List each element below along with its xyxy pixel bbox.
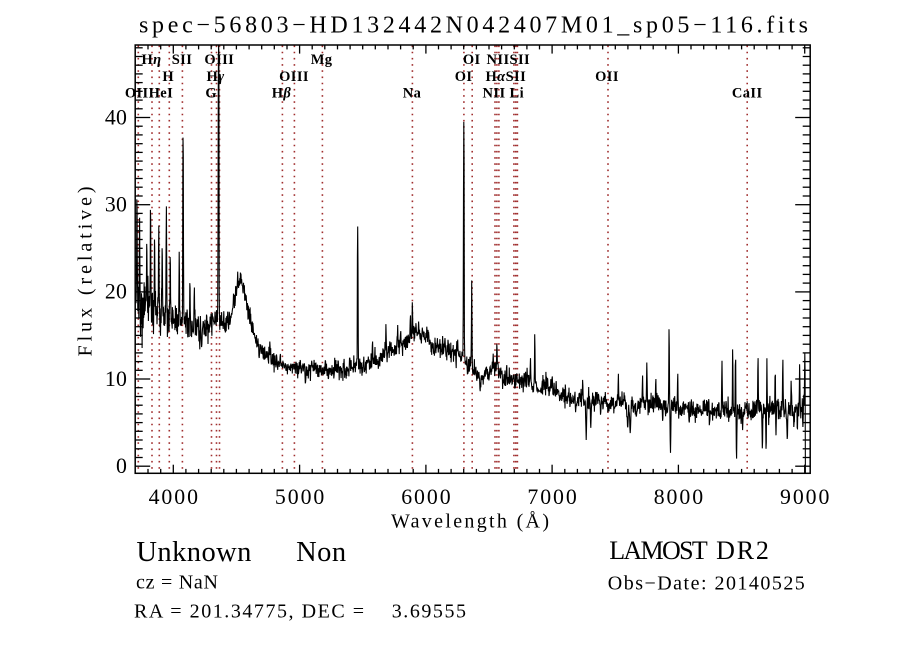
svg-text:LAMOST: LAMOST [609,536,708,565]
svg-text:OII: OII [595,69,619,85]
svg-text:Na: Na [403,86,422,102]
svg-text:NII Li: NII Li [483,86,524,102]
svg-text:7000: 7000 [527,485,576,509]
svg-text:20: 20 [105,280,127,304]
svg-text:Hγ: Hγ [206,69,225,85]
svg-text:RA = 201.34775, DEC = 3.695: RA = 201.34775, DEC = 3.69555 [134,600,466,622]
svg-text:OI: OI [455,69,473,85]
svg-text:40: 40 [105,105,127,129]
svg-text:4000: 4000 [149,485,198,509]
svg-text:8000: 8000 [654,485,703,509]
svg-text:OIII: OIII [279,69,309,85]
svg-text:SII: SII [172,52,193,68]
svg-text:OI: OI [463,52,481,68]
svg-text:G: G [205,86,217,102]
svg-text:OIIHeI: OIIHeI [125,86,173,102]
svg-text:Obs−Date: 20140525: Obs−Date: 20140525 [608,573,805,595]
svg-text:Unknown: Unknown [136,537,251,568]
svg-text:6000: 6000 [401,485,450,509]
svg-text:10: 10 [105,367,127,391]
svg-text:OIII: OIII [204,52,234,68]
svg-text:Flux (relative): Flux (relative) [75,186,97,356]
svg-text:H: H [162,69,174,85]
svg-text:Hβ: Hβ [272,86,292,102]
svg-text:30: 30 [105,193,127,217]
svg-text:Non: Non [296,537,346,568]
svg-text:Mg: Mg [311,52,333,68]
svg-text:DR2: DR2 [716,536,769,565]
svg-text:NIISII: NIISII [487,52,531,68]
svg-text:Wavelength (Å): Wavelength (Å) [391,510,549,532]
svg-text:5000: 5000 [275,485,324,509]
svg-text:cz = NaN: cz = NaN [136,571,218,593]
svg-text:9000: 9000 [780,485,829,509]
svg-text:Hη: Hη [141,52,161,68]
svg-text:spec−56803−HD132442N042407M01_: spec−56803−HD132442N042407M01_sp05−116.f… [139,12,808,38]
svg-text:0: 0 [116,454,127,478]
svg-text:CaII: CaII [732,86,763,102]
svg-text:HαSII: HαSII [485,69,526,85]
